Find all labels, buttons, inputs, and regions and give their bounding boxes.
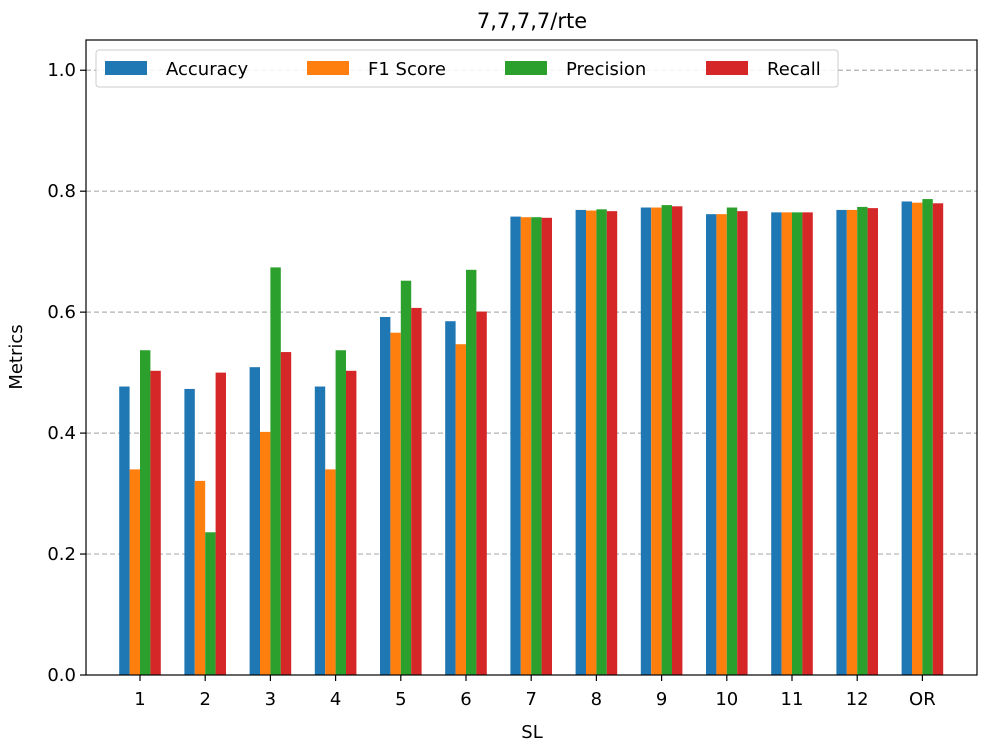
y-tick-label: 0.6 xyxy=(47,302,76,323)
bar-recall xyxy=(346,370,357,675)
bar-precision xyxy=(596,209,607,675)
legend-label: Accuracy xyxy=(166,59,249,80)
bar-accuracy xyxy=(706,214,717,676)
bar-precision xyxy=(140,350,151,675)
x-tick-label: 6 xyxy=(460,689,471,710)
bar-precision xyxy=(270,267,281,675)
y-tick-label: 1.0 xyxy=(47,60,76,81)
bar-f1-score xyxy=(846,209,858,675)
x-tick-label: 8 xyxy=(591,689,602,710)
bar-accuracy xyxy=(249,367,260,675)
y-tick-label: 0.8 xyxy=(47,181,76,202)
legend: Accuracy F1 Score Precision Recall xyxy=(95,49,839,88)
bar-recall xyxy=(737,211,748,675)
bar-accuracy xyxy=(640,207,652,675)
bar-precision xyxy=(661,205,672,675)
x-tick-label: 2 xyxy=(199,689,210,710)
x-tick-label: 7 xyxy=(525,689,536,710)
bar-accuracy xyxy=(314,386,326,675)
bar-accuracy xyxy=(184,388,195,675)
bar-f1-score xyxy=(455,344,466,675)
bar-accuracy xyxy=(380,316,391,675)
bar-precision xyxy=(922,199,933,676)
x-tick-label: OR xyxy=(909,689,936,710)
legend-label: F1 Score xyxy=(368,59,446,80)
bar-recall xyxy=(672,206,683,675)
legend-swatch xyxy=(505,61,547,75)
bar-f1-score xyxy=(586,210,597,676)
y-tick-label: 0.2 xyxy=(47,544,76,565)
bar-precision xyxy=(205,532,216,675)
x-tick-label: 1 xyxy=(134,689,145,710)
legend-swatch xyxy=(105,61,147,75)
bar-f1-score xyxy=(781,212,792,676)
bar-precision xyxy=(857,206,868,675)
bar-accuracy xyxy=(445,321,456,675)
bar-recall xyxy=(932,203,944,676)
legend-swatch xyxy=(706,61,748,75)
x-tick-label: 9 xyxy=(656,689,667,710)
bar-f1-score xyxy=(194,480,206,675)
bar-recall xyxy=(476,311,487,675)
bars xyxy=(119,199,944,676)
bar-f1-score xyxy=(260,431,271,675)
bar-accuracy xyxy=(836,209,847,675)
bar-accuracy xyxy=(575,209,586,675)
bar-recall xyxy=(606,211,618,675)
chart-title: 7,7,7,7/rte xyxy=(477,9,587,33)
x-tick-label: 5 xyxy=(395,689,406,710)
x-tick-label: 4 xyxy=(330,689,341,710)
x-tick-label: 12 xyxy=(846,689,869,710)
bar-f1-score xyxy=(390,332,401,675)
bar-recall xyxy=(280,352,292,675)
bar-recall xyxy=(867,208,878,675)
bar-precision xyxy=(726,207,738,675)
bar-accuracy xyxy=(901,201,912,675)
bar-f1-score xyxy=(716,214,727,676)
bar-f1-score xyxy=(912,202,923,675)
bar-recall xyxy=(541,217,552,676)
x-tick-label: 3 xyxy=(265,689,276,710)
x-axis-ticks: 1 2 3 4 5 6 7 8 9 10 11 12 OR xyxy=(134,675,936,710)
legend-label: Precision xyxy=(566,59,646,80)
bar-precision xyxy=(792,212,803,676)
bar-precision xyxy=(400,280,412,675)
bar-recall xyxy=(150,370,161,675)
bar-f1-score xyxy=(129,469,140,675)
bar-precision xyxy=(335,350,346,675)
x-tick-label: 10 xyxy=(715,689,738,710)
y-axis-ticks: 0.0 0.2 0.4 0.6 0.8 1.0 xyxy=(47,60,86,686)
y-tick-label: 0.0 xyxy=(47,665,76,686)
y-axis-label: Metrics xyxy=(6,324,27,389)
legend-box xyxy=(95,49,839,88)
y-tick-label: 0.4 xyxy=(47,423,76,444)
bar-f1-score xyxy=(325,469,336,675)
bar-accuracy xyxy=(771,212,782,676)
bar-precision xyxy=(466,269,477,675)
bar-recall xyxy=(215,372,226,675)
bar-f1-score xyxy=(520,217,532,675)
x-tick-label: 11 xyxy=(781,689,804,710)
legend-label: Recall xyxy=(767,59,821,80)
x-axis-label: SL xyxy=(521,722,542,743)
bar-accuracy xyxy=(510,216,521,675)
legend-swatch xyxy=(307,61,349,75)
bar-precision xyxy=(531,217,542,675)
bar-accuracy xyxy=(119,386,130,675)
bar-recall xyxy=(411,307,422,675)
bar-recall xyxy=(802,212,813,676)
bar-f1-score xyxy=(651,207,662,675)
